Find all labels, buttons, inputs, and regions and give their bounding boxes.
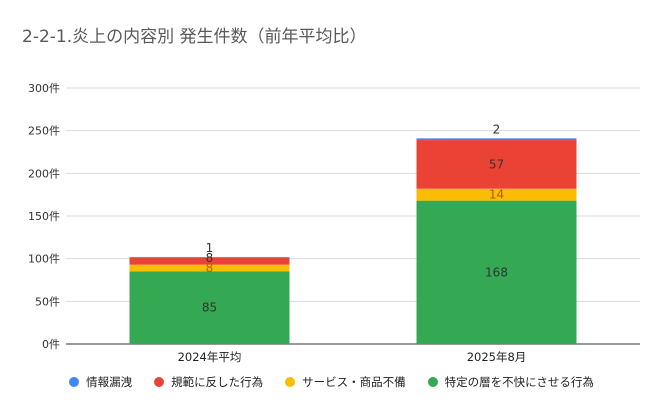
legend: 情報漏洩 規範に反した行為 サービス・商品不備 特定の層を不快にさせる行為 — [0, 374, 663, 390]
x-tick-label: 2024年平均 — [178, 350, 242, 364]
y-tick-label: 200件 — [28, 167, 60, 180]
y-tick-label: 300件 — [28, 82, 60, 95]
y-tick-label: 100件 — [28, 253, 60, 266]
data-label: 14 — [489, 188, 504, 202]
legend-label: サービス・商品不備 — [302, 375, 406, 389]
bar-segment — [129, 264, 290, 272]
data-label: 85 — [202, 301, 217, 315]
data-label: 2 — [493, 122, 501, 136]
legend-item: 規範に反した行為 — [154, 374, 263, 390]
bar-segment — [416, 138, 577, 141]
legend-swatch — [154, 377, 165, 387]
legend-label: 特定の層を不快にさせる行為 — [444, 375, 594, 389]
y-tick-label: 0件 — [42, 338, 60, 351]
legend-swatch — [285, 377, 296, 387]
legend-item: 情報漏洩 — [69, 374, 132, 390]
y-tick-label: 50件 — [35, 295, 60, 308]
x-tick-label: 2025年8月 — [467, 350, 527, 364]
bar-segment — [129, 271, 290, 344]
legend-item: 特定の層を不快にさせる行為 — [427, 374, 594, 390]
data-label: 57 — [489, 157, 504, 171]
data-label: 8 — [206, 261, 214, 275]
data-label: 168 — [485, 265, 508, 279]
legend-swatch — [427, 377, 438, 387]
bar-segment — [416, 140, 577, 189]
data-label: 8 — [206, 251, 214, 265]
bar-segment — [416, 200, 577, 344]
legend-swatch — [69, 377, 80, 387]
bar-segment — [416, 188, 577, 201]
bar-segment — [129, 256, 290, 258]
bar-segment — [129, 257, 290, 265]
legend-label: 規範に反した行為 — [171, 375, 264, 389]
legend-label: 情報漏洩 — [86, 375, 133, 389]
legend-item: サービス・商品不備 — [285, 374, 406, 390]
y-tick-label: 150件 — [28, 210, 60, 223]
y-tick-label: 250件 — [28, 125, 60, 138]
chart-title: 2-2-1.炎上の内容別 発生件数（前年平均比） — [22, 27, 367, 47]
data-label: 1 — [206, 241, 214, 255]
